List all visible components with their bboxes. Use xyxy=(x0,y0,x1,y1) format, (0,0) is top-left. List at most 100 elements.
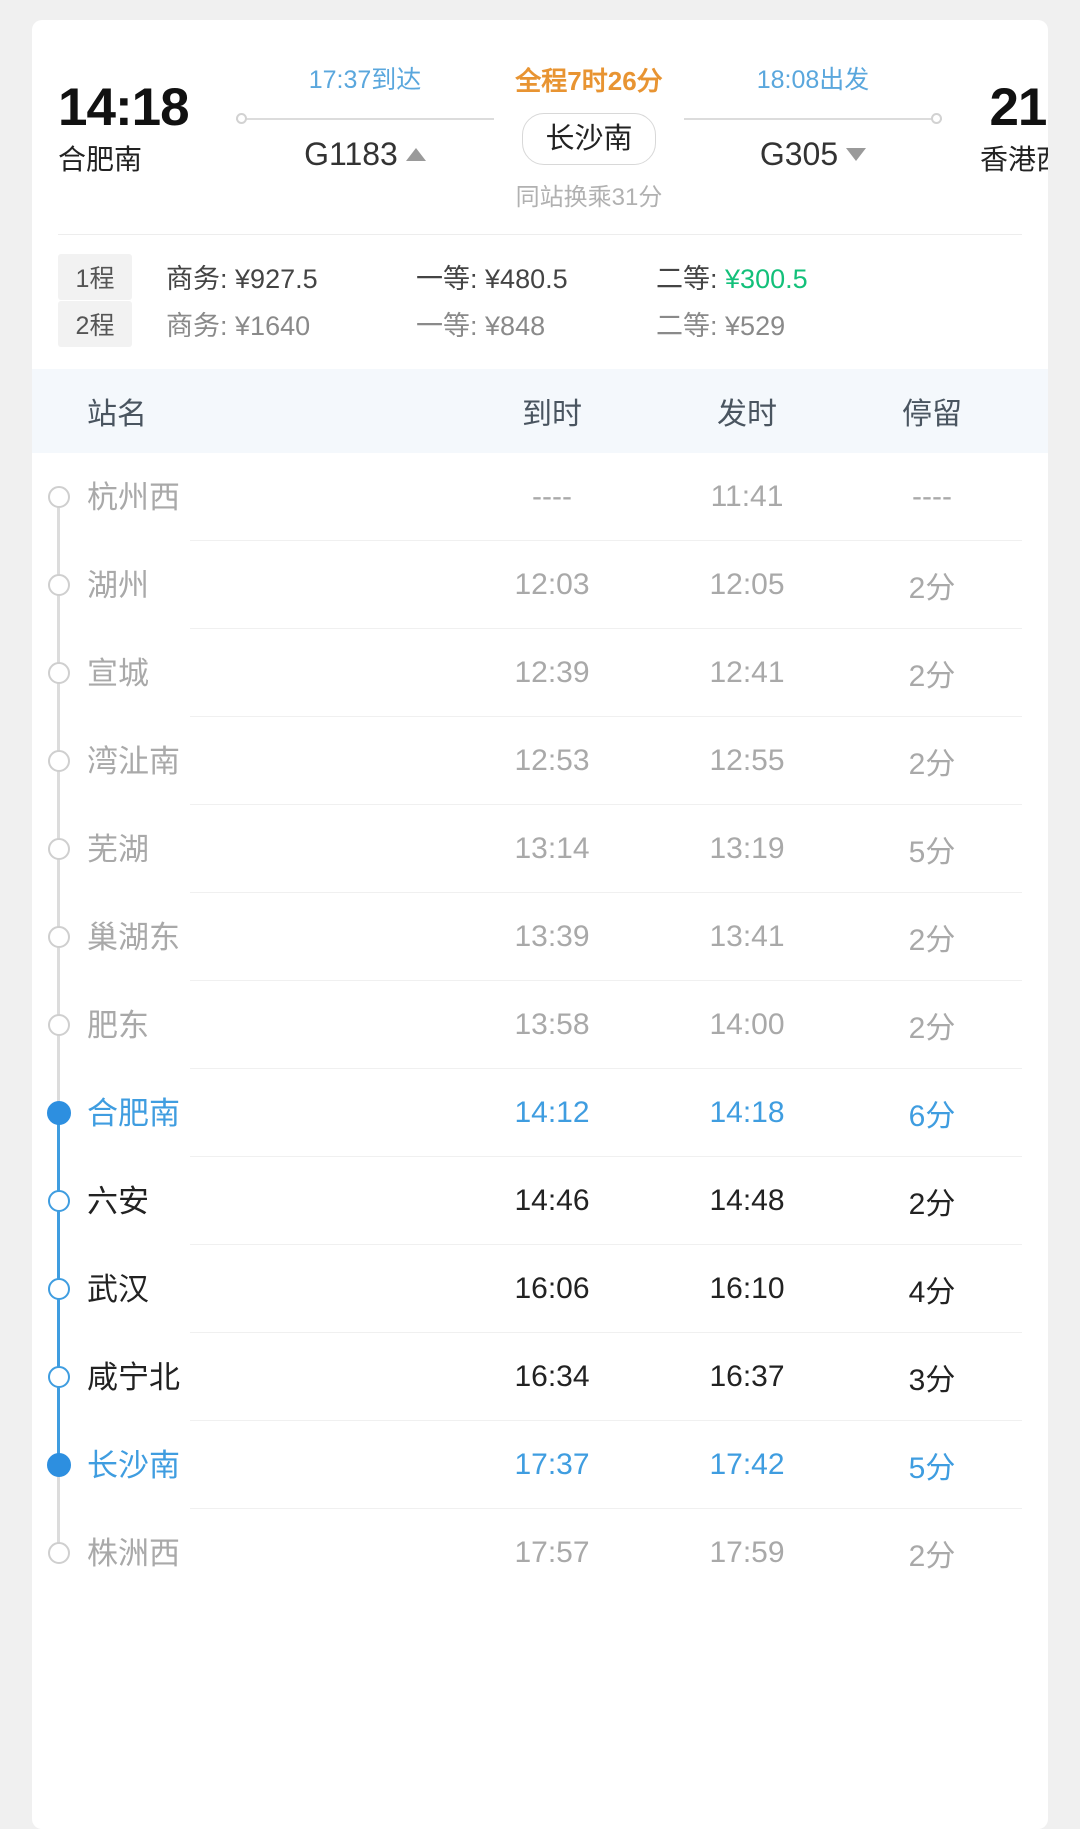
row-divider xyxy=(190,1068,1022,1070)
transfer-station-pill[interactable]: 长沙南 xyxy=(522,113,656,166)
route-marker-column xyxy=(32,1333,87,1422)
stops-table-body: 杭州西 ---- 11:41 ---- 湖州 12:03 12:05 2分 宣城 12:39 12:… xyxy=(32,453,1048,1597)
station-dot-icon xyxy=(48,574,70,597)
cell-stop-duration: 2分 xyxy=(908,1188,956,1222)
leg-1-endpoint-dot xyxy=(236,112,247,124)
leg-1-train-number-row[interactable]: G1183 xyxy=(236,136,494,173)
price-first-leg2[interactable]: 一等: ¥848 xyxy=(416,304,656,343)
route-line-segment-bottom xyxy=(57,673,60,718)
stops-table-header: 站名 到时 发时 停留 xyxy=(32,369,1048,454)
leg-2-train-number-row[interactable]: G305 xyxy=(684,136,942,173)
route-marker-column xyxy=(32,981,87,1070)
cell-arrival-time: ---- xyxy=(532,480,572,514)
cell-stop-duration: 2分 xyxy=(908,1012,956,1046)
cell-departure-time: 17:59 xyxy=(709,1536,785,1570)
station-name: 六安 xyxy=(87,1183,149,1219)
transfer-station-block: 全程7时26分 长沙南 同站换乘31分 xyxy=(494,62,684,212)
row-divider xyxy=(190,892,1022,894)
cell-arrival-time: 16:34 xyxy=(514,1360,590,1394)
table-row[interactable]: 合肥南 14:12 14:18 6分 xyxy=(32,1069,1048,1158)
table-row[interactable]: 湾沚南 12:53 12:55 2分 xyxy=(32,717,1048,806)
cell-stop-duration: 2分 xyxy=(908,1540,956,1574)
cell-arrival-time: 16:06 xyxy=(514,1272,590,1306)
price-first-label-1: 一等: xyxy=(416,264,478,295)
row-divider xyxy=(190,540,1022,542)
route-line-segment-bottom xyxy=(57,937,60,982)
price-first-leg1[interactable]: 一等: ¥480.5 xyxy=(416,257,656,296)
price-row-leg1: 1程 商务: ¥927.5 一等: ¥480.5 二等: ¥300.5 xyxy=(58,253,1022,300)
leg-1[interactable]: 17:37到达 G1183 xyxy=(236,62,494,173)
station-dot-icon xyxy=(48,662,70,685)
train-schedule-card: 14:18 合肥南 17:37到达 G1183 全程7时26分 xyxy=(32,20,1048,1829)
cell-arrival-time: 17:57 xyxy=(514,1536,590,1570)
cell-departure-time: 16:10 xyxy=(709,1272,785,1306)
station-dot-icon xyxy=(48,486,70,509)
cell-departure-time: 12:05 xyxy=(709,568,785,602)
route-marker-column xyxy=(32,805,87,894)
leg-2-line xyxy=(684,108,942,130)
cell-departure-time: 12:41 xyxy=(709,656,785,690)
station-dot-icon xyxy=(48,750,70,773)
cell-arrival-time: 14:46 xyxy=(514,1184,590,1218)
cell-arrival-time: 13:39 xyxy=(514,920,590,954)
origin-endpoint: 14:18 合肥南 xyxy=(58,58,236,177)
leg-tag-1: 1程 xyxy=(58,253,132,300)
table-row[interactable]: 宣城 12:39 12:41 2分 xyxy=(32,629,1048,718)
price-second-value-2: ¥529 xyxy=(725,311,786,342)
route-marker-column xyxy=(32,1509,87,1597)
leg-2-departure-note: 18:08出发 xyxy=(756,66,870,94)
price-business-leg1[interactable]: 商务: ¥927.5 xyxy=(166,257,416,296)
leg-tag-2: 2程 xyxy=(58,300,132,347)
leg-1-bar xyxy=(236,117,494,120)
table-row[interactable]: 杭州西 ---- 11:41 ---- xyxy=(32,453,1048,542)
header-divider xyxy=(58,234,1022,236)
route-line-segment-bottom xyxy=(57,1201,60,1246)
destination-endpoint: 21:44 香港西九龙 xyxy=(942,58,1048,177)
station-name: 长沙南 xyxy=(87,1447,180,1483)
table-row[interactable]: 咸宁北 16:34 16:37 3分 xyxy=(32,1333,1048,1422)
cell-station: 六安 xyxy=(32,1157,452,1246)
route-line-segment-top xyxy=(57,541,60,586)
cell-arrival-time: 17:37 xyxy=(514,1448,590,1482)
station-dot-active-icon xyxy=(47,1453,71,1478)
cell-station: 湖州 xyxy=(32,541,452,630)
leg-2[interactable]: 18:08出发 G305 xyxy=(684,62,942,173)
cell-stop-duration: 4分 xyxy=(908,1276,956,1310)
cell-stop-duration: 3分 xyxy=(908,1364,956,1398)
destination-station-name: 香港西九龙 xyxy=(979,143,1048,175)
table-row[interactable]: 巢湖东 13:39 13:41 2分 xyxy=(32,893,1048,982)
table-row[interactable]: 长沙南 17:37 17:42 5分 xyxy=(32,1421,1048,1510)
total-duration-label: 全程7时26分 xyxy=(515,66,663,96)
cell-departure-time: 11:41 xyxy=(710,480,784,514)
price-second-leg2[interactable]: 二等: ¥529 xyxy=(656,304,896,343)
route-marker-column xyxy=(32,453,87,542)
table-row[interactable]: 株洲西 17:57 17:59 2分 xyxy=(32,1509,1048,1597)
row-divider xyxy=(190,1508,1022,1510)
transfer-diagram: 17:37到达 G1183 全程7时26分 长沙南 同站换乘31分 xyxy=(236,58,942,212)
table-row[interactable]: 武汉 16:06 16:10 4分 xyxy=(32,1245,1048,1334)
table-row[interactable]: 芜湖 13:14 13:19 5分 xyxy=(32,805,1048,894)
cell-departure-time: 14:00 xyxy=(709,1008,785,1042)
cell-station: 咸宁北 xyxy=(32,1333,452,1422)
leg-1-arrival-note: 17:37到达 xyxy=(308,66,422,94)
cell-stop-duration: 5分 xyxy=(908,1452,956,1486)
station-name: 湖州 xyxy=(87,567,149,603)
table-row[interactable]: 六安 14:46 14:48 2分 xyxy=(32,1157,1048,1246)
station-name: 肥东 xyxy=(87,1007,149,1043)
triangle-up-icon xyxy=(405,147,426,161)
cell-departure-time: 12:55 xyxy=(709,744,785,778)
cell-stop-duration: ---- xyxy=(912,480,952,514)
station-dot-icon xyxy=(48,1190,70,1213)
price-business-leg2[interactable]: 商务: ¥1640 xyxy=(166,304,416,343)
price-first-label-2: 一等: xyxy=(416,311,478,342)
row-divider xyxy=(190,804,1022,806)
table-row[interactable]: 湖州 12:03 12:05 2分 xyxy=(32,541,1048,630)
row-divider xyxy=(190,1332,1022,1334)
route-line-segment-bottom xyxy=(57,1289,60,1334)
price-second-leg1[interactable]: 二等: ¥300.5 xyxy=(656,257,896,296)
cell-stop-duration: 5分 xyxy=(908,836,956,870)
route-line-segment-bottom xyxy=(57,761,60,806)
table-row[interactable]: 肥东 13:58 14:00 2分 xyxy=(32,981,1048,1070)
price-first-value-1: ¥480.5 xyxy=(485,264,568,295)
